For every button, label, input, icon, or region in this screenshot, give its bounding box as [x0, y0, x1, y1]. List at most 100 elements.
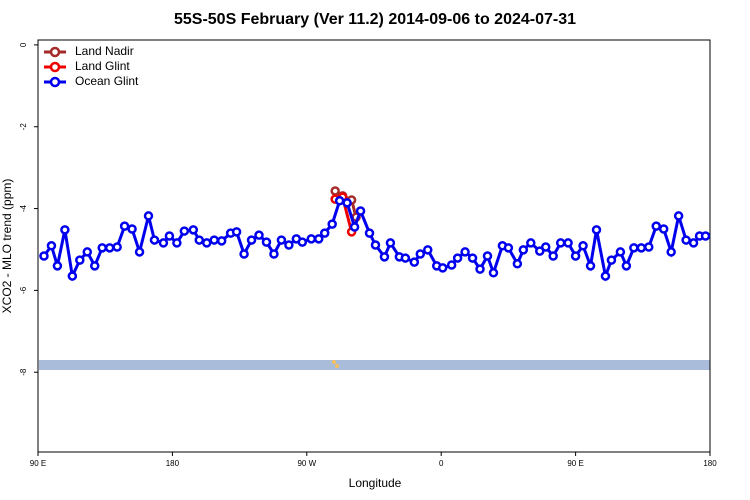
coverage-dot: [335, 364, 339, 368]
point: [370, 240, 381, 250]
point: [231, 227, 242, 237]
x-tick-label: 0: [439, 459, 444, 468]
point: [82, 247, 93, 257]
y-axis-label: XCO2 - MLO trend (ppm): [0, 179, 14, 314]
point: [355, 206, 366, 216]
point: [540, 242, 551, 252]
legend-label: Land Glint: [75, 59, 130, 73]
point: [119, 221, 130, 231]
x-tick-label: 90 E: [567, 459, 583, 468]
point: [330, 186, 340, 196]
point: [681, 235, 691, 245]
point: [379, 252, 390, 262]
point: [600, 271, 611, 281]
x-tick-label: 180: [166, 459, 180, 468]
point: [327, 219, 337, 229]
point: [269, 249, 279, 259]
point: [188, 225, 199, 235]
point: [526, 238, 536, 248]
x-tick-label: 180: [703, 459, 717, 468]
point: [423, 245, 433, 255]
point: [349, 222, 360, 232]
point: [67, 271, 78, 281]
point: [460, 247, 470, 257]
point: [60, 225, 70, 235]
y-tick-label: -4: [19, 204, 28, 212]
point: [512, 259, 523, 269]
point: [239, 249, 249, 259]
point: [97, 243, 107, 253]
point: [319, 228, 330, 238]
point: [636, 243, 647, 253]
x-tick-label: 90 E: [30, 459, 46, 468]
point: [673, 211, 684, 221]
point: [261, 237, 272, 247]
plot-frame: [37, 39, 711, 453]
point: [621, 261, 632, 271]
legend-label: Ocean Glint: [75, 74, 139, 88]
point: [194, 235, 205, 245]
coverage-dot: [332, 360, 336, 364]
point: [555, 238, 566, 248]
point: [164, 231, 175, 241]
point: [112, 242, 122, 252]
point: [201, 238, 212, 248]
point: [606, 255, 617, 265]
point: [149, 235, 160, 245]
point: [364, 228, 375, 238]
coverage-band: [39, 360, 710, 370]
point: [651, 221, 661, 231]
legend-marker: [49, 61, 61, 73]
series-line: [42, 198, 706, 282]
x-axis-label: Longitude: [349, 476, 402, 490]
point: [452, 253, 463, 263]
point: [570, 251, 581, 261]
point: [306, 234, 317, 244]
point: [89, 261, 100, 271]
point: [216, 236, 227, 246]
point: [39, 251, 49, 261]
point: [297, 237, 308, 247]
point: [342, 198, 352, 208]
point: [700, 231, 711, 241]
point: [172, 238, 182, 248]
point: [104, 243, 115, 253]
point: [179, 226, 190, 236]
point: [209, 235, 219, 245]
point: [409, 257, 420, 267]
point: [313, 234, 324, 244]
point: [254, 230, 264, 240]
y-tick-label: -2: [19, 123, 28, 131]
point: [52, 261, 63, 271]
y-tick-label: -6: [19, 286, 28, 294]
y-tick-label: -8: [19, 368, 28, 376]
point: [629, 243, 639, 253]
point: [548, 251, 558, 261]
point: [475, 264, 485, 274]
point: [276, 235, 287, 245]
point: [400, 253, 411, 263]
point: [585, 261, 596, 271]
point: [385, 238, 396, 248]
point: [134, 247, 145, 257]
point: [578, 241, 588, 251]
point: [415, 249, 426, 259]
point: [658, 224, 669, 234]
point: [75, 255, 85, 265]
chart-title: 55S-50S February (Ver 11.2) 2014-09-06 t…: [174, 11, 576, 28]
point: [535, 246, 545, 256]
point: [284, 240, 294, 250]
point: [644, 242, 654, 252]
point: [488, 268, 499, 278]
point: [446, 260, 457, 270]
point: [127, 224, 137, 234]
x-tick-label: 90 W: [297, 459, 316, 468]
point: [437, 263, 448, 273]
legend-marker: [49, 46, 61, 58]
point: [334, 196, 345, 206]
point: [503, 243, 514, 253]
point: [467, 253, 478, 263]
point: [158, 238, 169, 248]
point: [246, 235, 257, 245]
